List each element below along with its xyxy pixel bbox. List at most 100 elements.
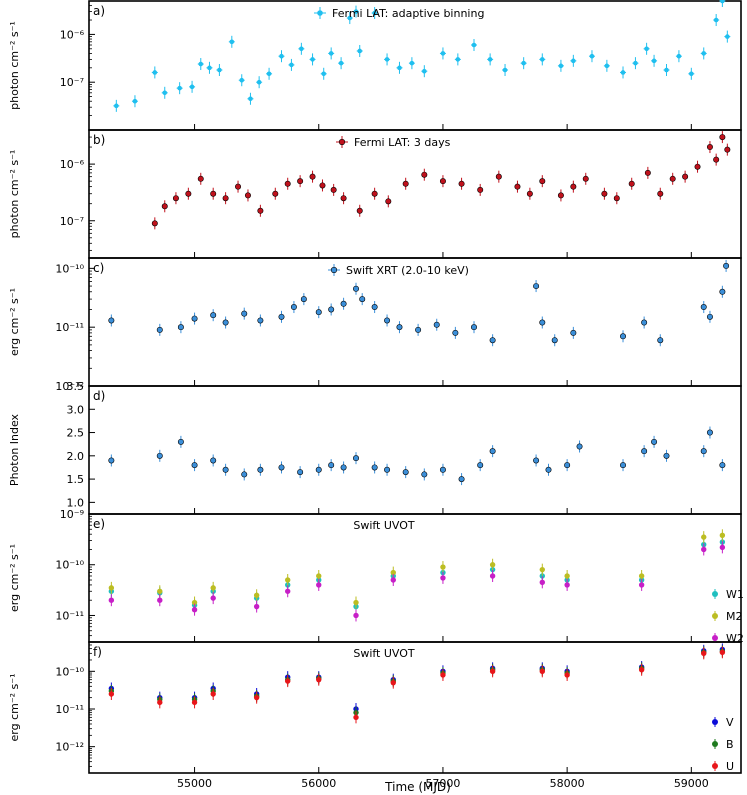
data-point <box>248 96 253 102</box>
panel-frame <box>88 0 742 131</box>
data-point <box>452 329 459 336</box>
legend-marker <box>330 266 338 274</box>
data-point <box>657 337 664 344</box>
data-point <box>526 190 533 197</box>
data-point <box>191 462 198 469</box>
data-point <box>477 186 484 193</box>
y-axis-label: erg cm⁻² s⁻¹ <box>8 674 21 742</box>
data-point <box>290 304 297 311</box>
data-point <box>235 183 242 190</box>
data-point <box>316 573 322 579</box>
legend-marker <box>712 719 718 725</box>
data-point <box>297 178 304 185</box>
data-point <box>353 599 359 606</box>
data-point <box>285 678 291 684</box>
data-point <box>210 691 216 697</box>
data-point <box>222 466 229 473</box>
data-point <box>700 448 707 455</box>
y-tick-label: 3.0 <box>67 403 85 416</box>
data-point <box>108 457 115 464</box>
panel-label: f) <box>93 645 102 659</box>
data-point <box>402 180 409 187</box>
data-point <box>589 53 595 59</box>
data-point <box>564 582 570 588</box>
data-point <box>601 190 608 197</box>
data-point <box>620 333 627 340</box>
panel-f: 10⁻¹² 10⁻¹¹ 10⁻¹⁰ 55000 56000 57000 58000 59000… <box>8 641 742 790</box>
data-point <box>719 532 726 539</box>
data-point <box>557 192 564 199</box>
y-tick-label: 10⁻¹⁰ <box>55 262 84 275</box>
data-point <box>521 60 526 66</box>
data-point <box>330 186 337 193</box>
data-point <box>657 190 664 197</box>
y-tick-label: 1.0 <box>67 496 85 509</box>
data-point <box>300 296 307 303</box>
panel-label: d) <box>93 389 105 403</box>
legend: Fermi LAT: adaptive binning <box>314 7 484 20</box>
data-point <box>390 577 396 583</box>
data-point <box>177 438 184 445</box>
data-point <box>210 595 216 601</box>
data-point <box>633 60 638 66</box>
data-point <box>191 315 198 322</box>
data-point <box>440 672 446 678</box>
data-point <box>210 585 216 591</box>
data-point <box>719 544 726 551</box>
data-point <box>700 304 707 311</box>
y-tick-label: 1.5 <box>67 473 85 486</box>
data-point <box>319 182 326 189</box>
data-point <box>359 296 366 303</box>
data-point <box>396 324 403 331</box>
data-point <box>421 171 428 178</box>
data-point <box>256 79 262 85</box>
data-point <box>185 190 192 197</box>
data-point <box>257 207 264 214</box>
data-point <box>152 70 158 75</box>
legend-marker <box>338 138 346 146</box>
data-point <box>539 573 545 579</box>
y-tick-label: 10⁻¹² <box>55 380 84 393</box>
legend-label: M2 <box>726 610 743 623</box>
legend: Fermi LAT: 3 days <box>336 136 451 149</box>
data-point <box>285 577 291 583</box>
data-point <box>108 597 115 603</box>
data-point <box>357 48 363 54</box>
data-point <box>724 146 731 153</box>
data-point <box>321 71 327 77</box>
data-point <box>132 98 138 104</box>
data-point <box>701 534 707 540</box>
data-point <box>191 599 198 606</box>
y-tick-label: 10⁻⁶ <box>60 28 85 41</box>
y-tick-label: 10⁻⁷ <box>60 76 84 89</box>
data-point <box>477 462 484 469</box>
data-point <box>421 471 428 478</box>
data-point <box>489 337 496 344</box>
legend-label: U <box>726 760 734 773</box>
data-point <box>157 699 163 706</box>
data-point <box>397 65 402 71</box>
data-point <box>108 691 115 697</box>
y-axis-label: photon cm⁻² s⁻¹ <box>8 150 21 239</box>
y-tick-label: 3.5 <box>67 380 85 393</box>
data-point <box>638 573 645 579</box>
data-point <box>316 582 322 588</box>
x-tick-label: 59000 <box>674 777 709 790</box>
data-point <box>402 469 409 476</box>
x-tick-label: 57000 <box>425 777 460 790</box>
data-point <box>440 575 446 581</box>
legend-label: Fermi LAT: adaptive binning <box>332 7 484 20</box>
data-point <box>644 169 651 176</box>
panel-frame <box>88 641 742 774</box>
data-point <box>177 85 182 91</box>
data-point <box>191 606 198 613</box>
data-point <box>713 17 719 23</box>
data-point <box>278 464 285 471</box>
y-tick-label: 10⁻¹¹ <box>55 321 84 334</box>
data-point <box>353 285 360 292</box>
data-point <box>390 569 396 576</box>
data-point <box>198 61 204 67</box>
panel-label: e) <box>93 517 105 531</box>
data-point <box>289 62 294 68</box>
